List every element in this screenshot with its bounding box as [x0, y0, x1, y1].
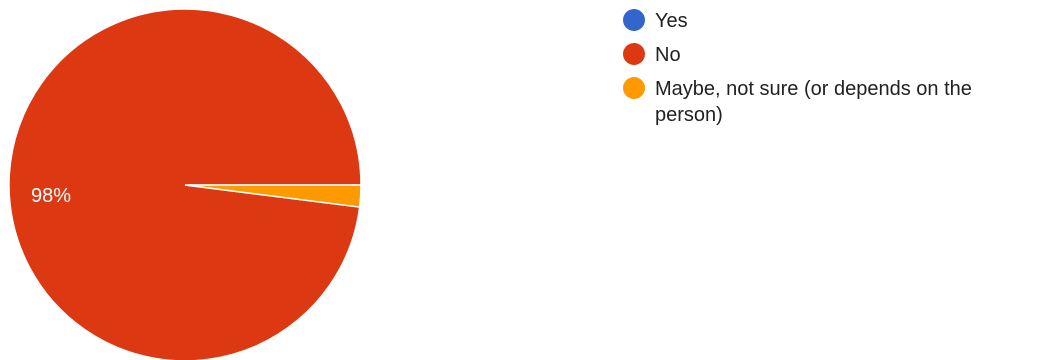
slice-label-percent: 98% — [31, 185, 71, 207]
legend-item[interactable]: Maybe, not sure (or depends on the person… — [623, 77, 972, 126]
legend-item[interactable]: No — [623, 43, 681, 66]
slice-labels: 98% — [31, 185, 71, 207]
legend-swatch — [623, 9, 645, 31]
legend-label: Maybe, not sure (or depends on the — [655, 78, 972, 100]
pie-slice-maybe[interactable] — [184, 184, 362, 208]
chart-legend: Yes No Maybe, not sure (or depends on the p… — [623, 9, 972, 126]
legend-label: person) — [655, 104, 723, 126]
legend-swatch — [623, 43, 645, 65]
legend-swatch — [623, 77, 645, 99]
legend-item[interactable]: Yes — [623, 9, 688, 32]
legend-label: No — [655, 44, 681, 66]
legend-label: Yes — [655, 10, 688, 32]
pie-slices — [8, 8, 362, 360]
